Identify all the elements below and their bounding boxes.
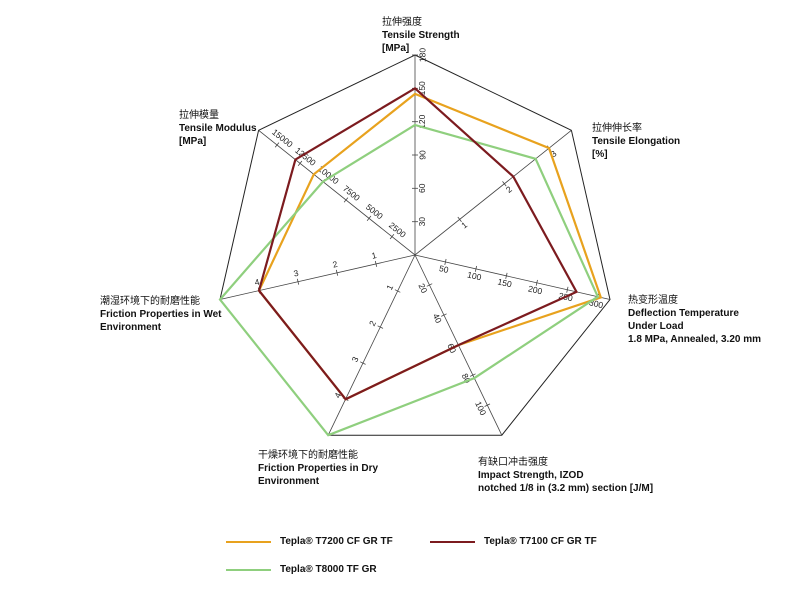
- axis-title-tensile-elongation: 拉伸伸长率 Tensile Elongation [%]: [592, 123, 681, 160]
- tick-label-friction_wet: 4: [254, 277, 261, 288]
- tick-label-tensile_elongation: 3: [549, 148, 559, 159]
- tick-label-tensile_modulus: 10000: [316, 164, 341, 187]
- tick-deflection_temperature: [474, 265, 477, 272]
- tick-label-deflection_temperature: 200: [527, 283, 543, 296]
- tick-label-tensile_modulus: 15000: [270, 127, 295, 150]
- axis-title-friction-wet: 潮湿环境下的耐磨性能 Friction Properties in Wet En…: [100, 296, 222, 333]
- tick-tensile_modulus: [389, 234, 395, 240]
- tick-friction_wet: [335, 269, 339, 276]
- tick-impact_strength: [441, 313, 447, 317]
- tick-label-tensile_modulus: 2500: [387, 220, 408, 240]
- legend-item-t8000: Tepla® T8000 TF GR: [226, 564, 377, 575]
- tick-label-deflection_temperature: 50: [438, 263, 450, 275]
- spoke-tensile_elongation: [414, 129, 572, 256]
- tick-friction_dry: [394, 289, 401, 293]
- tick-label-deflection_temperature: 100: [466, 270, 482, 283]
- tick-label-friction_wet: 2: [332, 259, 339, 270]
- tick-label-tensile_strength: 30: [417, 217, 427, 227]
- tick-friction_dry: [360, 361, 366, 365]
- axis-title-deflection-temperature: 热变形温度 Deflection Temperature Under Load …: [628, 295, 762, 345]
- tick-label-tensile_strength: 90: [417, 150, 427, 160]
- axis-title-friction-dry: 干燥环境下的耐磨性能 Friction Properties in Dry En…: [258, 450, 379, 487]
- tick-impact_strength: [484, 403, 491, 407]
- legend-label-t8000: Tepla® T8000 TF GR: [280, 564, 377, 575]
- tick-deflection_temperature: [566, 286, 569, 293]
- tick-friction_wet: [296, 278, 300, 285]
- series-polygons: [218, 86, 603, 437]
- tick-label-tensile_strength: 150: [417, 81, 427, 95]
- tick-label-impact_strength: 40: [431, 312, 444, 325]
- tick-tensile_modulus: [366, 215, 372, 221]
- tick-tensile_modulus: [274, 142, 280, 148]
- tick-tensile_modulus: [297, 160, 303, 166]
- tick-deflection_temperature: [505, 272, 508, 279]
- tick-label-deflection_temperature: 150: [497, 277, 513, 290]
- legend-swatch-t7200: [226, 540, 271, 543]
- tick-tensile_elongation: [457, 216, 462, 222]
- tick-label-friction_dry: 2: [367, 319, 378, 328]
- spoke-tensile_modulus: [258, 129, 416, 256]
- axis-ticks: 3060901201501801235010015020025030020406…: [254, 48, 605, 417]
- spoke-friction_wet: [219, 254, 416, 300]
- legend-item-t7100: Tepla® T7100 CF GR TF: [430, 536, 597, 547]
- tick-label-tensile_strength: 180: [417, 48, 427, 62]
- radar-outline: [219, 54, 611, 436]
- legend-item-t7200: Tepla® T7200 CF GR TF: [226, 536, 393, 547]
- legend-label-t7100: Tepla® T7100 CF GR TF: [484, 536, 597, 547]
- tick-label-tensile_strength: 120: [417, 114, 427, 128]
- tick-label-friction_dry: 3: [349, 355, 360, 364]
- tick-label-tensile_elongation: 1: [459, 219, 469, 230]
- tick-label-tensile_elongation: 2: [504, 184, 514, 195]
- tick-label-impact_strength: 20: [416, 282, 429, 295]
- axis-title-tensile-modulus: 拉伸模量 Tensile Modulus [MPa]: [179, 110, 257, 147]
- legend-swatch-t8000: [226, 568, 271, 571]
- spoke-friction_dry: [327, 254, 416, 436]
- tick-tensile_elongation: [502, 181, 507, 187]
- tick-label-tensile_modulus: 7500: [341, 183, 362, 203]
- spoke-deflection_temperature: [414, 254, 611, 300]
- tick-deflection_temperature: [535, 279, 538, 286]
- legend-swatch-t7100: [430, 540, 475, 543]
- tick-label-friction_wet: 1: [371, 250, 378, 261]
- axis-title-impact-strength: 有缺口冲击强度 Impact Strength, IZOD notched 1/…: [478, 457, 654, 494]
- tick-label-tensile_strength: 60: [417, 183, 427, 193]
- legend-label-t7200: Tepla® T7200 CF GR TF: [280, 536, 393, 547]
- tick-impact_strength: [426, 283, 433, 287]
- tick-friction_wet: [374, 260, 378, 267]
- tick-impact_strength: [469, 373, 476, 377]
- tick-tensile_modulus: [343, 197, 349, 203]
- tick-friction_dry: [377, 325, 384, 329]
- axis-title-tensile-strength: 拉伸强度 Tensile Strength [MPa]: [382, 17, 460, 54]
- series-polygon-2: [257, 86, 579, 401]
- tick-label-tensile_modulus: 5000: [364, 202, 385, 222]
- tick-deflection_temperature: [444, 258, 447, 265]
- tick-label-friction_dry: 1: [384, 283, 395, 292]
- tick-label-friction_wet: 3: [293, 268, 300, 279]
- series-polygon-1: [218, 123, 600, 437]
- tick-label-friction_dry: 4: [332, 391, 343, 400]
